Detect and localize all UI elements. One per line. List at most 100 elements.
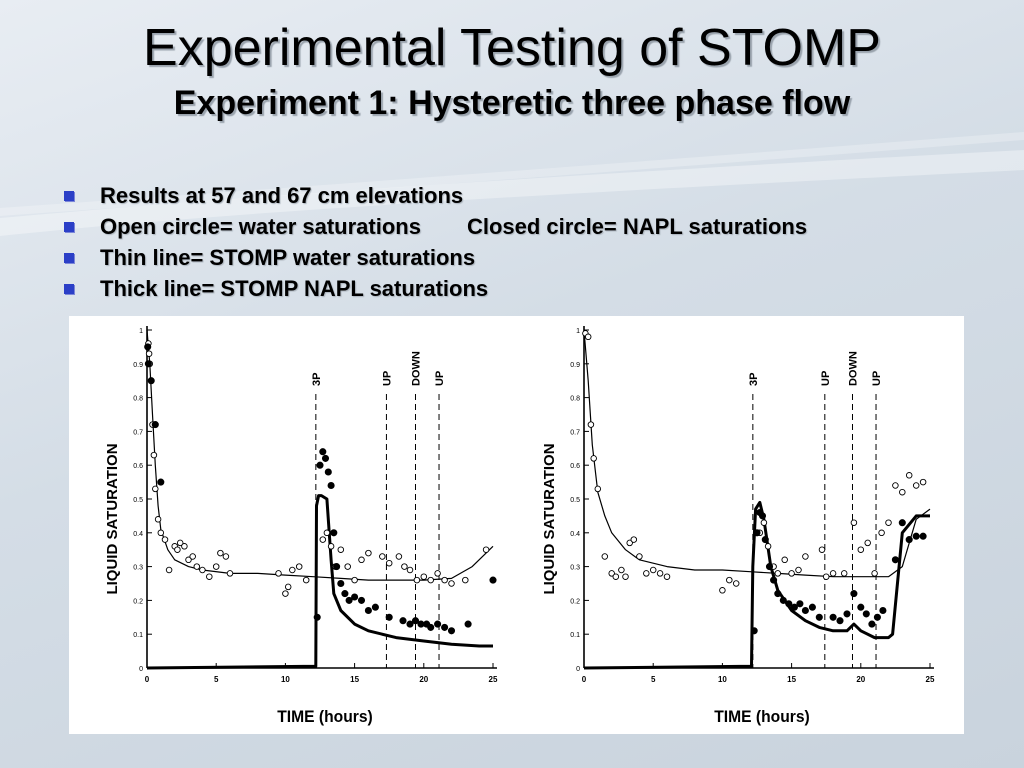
water-data-point [413, 576, 421, 584]
y-tick-label: 0.7 [133, 429, 143, 436]
water-data-point [217, 549, 224, 557]
napl-data-point [790, 603, 798, 611]
napl-data-point [919, 532, 927, 540]
napl-data-point [324, 468, 332, 476]
water-data-point [871, 570, 878, 577]
napl-data-point [406, 620, 414, 628]
water-data-point [222, 553, 230, 560]
bullet-text: Open circle= water saturations [100, 214, 421, 239]
napl-data-point [427, 623, 435, 631]
napl-data-point [796, 600, 804, 608]
water-data-point [878, 529, 885, 537]
napl-data-point [441, 623, 449, 631]
slide-subtitle: Experiment 1: Hysteretic three phase flo… [173, 84, 851, 122]
water-data-point [275, 570, 282, 577]
x-axis-label: TIME (hours) [277, 707, 373, 726]
water-data-point [802, 553, 809, 560]
napl-data-point [464, 620, 472, 628]
water-data-point [282, 590, 289, 597]
water-data-point [618, 566, 625, 574]
napl-data-point [829, 613, 837, 621]
water-data-point [365, 549, 372, 557]
water-data-point [636, 553, 643, 560]
water-data-point [663, 573, 671, 580]
water-data-point [145, 350, 153, 357]
y-tick-label: 0.3 [133, 565, 143, 572]
water-data-point [379, 553, 386, 560]
napl-data-point [157, 478, 165, 486]
water-data-point [385, 559, 393, 567]
water-data-point [176, 539, 184, 547]
water-data-point [337, 546, 345, 553]
napl-data-point [868, 620, 876, 628]
figure-panel: 0 0.1 0.2 0.3 0.4 0.5 0.6 0.7 0.8 0.9 1 0 5 10 15 20 25 L… [69, 316, 964, 734]
napl-data-point [862, 610, 870, 618]
water-data-point [212, 563, 220, 570]
water-data-point [899, 488, 906, 496]
napl-data-point [327, 481, 335, 490]
water-data-point [590, 455, 597, 462]
napl-model-line [146, 494, 493, 670]
water-data-point [818, 546, 826, 553]
water-data-point [344, 563, 351, 570]
water-data-point [885, 519, 892, 526]
y-axis-label: LIQUID SATURATION [104, 443, 121, 594]
water-data-point [594, 485, 602, 493]
square-bullet-icon [64, 284, 74, 294]
bullet-text: Results at 57 and 67 cm elevations [100, 183, 464, 208]
x-tick-label: 10 [281, 675, 290, 684]
napl-data-point [345, 596, 353, 604]
water-data-point [295, 563, 303, 570]
bullet-item: Open circle= water saturations Closed cir… [64, 211, 807, 242]
water-data-point [732, 580, 740, 587]
event-label: UP [434, 371, 446, 386]
y-tick-label: 0.5 [570, 497, 580, 504]
napl-data-point [341, 590, 349, 598]
napl-data-point [891, 556, 899, 564]
napl-data-point [836, 617, 844, 625]
water-data-point [622, 573, 629, 580]
event-label: UP [820, 371, 832, 386]
bullet-text: Closed circle= NAPL saturations [466, 214, 808, 239]
x-tick-label: 20 [856, 675, 865, 684]
napl-model-line [583, 500, 930, 670]
water-data-point [788, 570, 795, 577]
napl-data-point [151, 421, 159, 429]
napl-data-point [319, 448, 327, 456]
water-data-point [319, 536, 327, 543]
napl-data-point [761, 536, 769, 544]
bullet-text: Thin line= STOMP water saturations [100, 245, 476, 270]
napl-data-point [337, 579, 345, 588]
water-data-point [764, 543, 772, 550]
x-tick-label: 5 [214, 675, 219, 684]
square-bullet-icon [64, 222, 74, 232]
napl-data-point [411, 617, 420, 625]
event-label: DOWN [410, 351, 422, 386]
event-label: UP [381, 371, 393, 386]
napl-data-point [321, 454, 330, 462]
y-axis-label: LIQUID SATURATION [541, 443, 558, 594]
water-data-point [199, 566, 206, 574]
water-data-point [462, 576, 469, 584]
chart-right: 00.10.20.30.40.50.60.70.80.910 5 10 15 20 25L… [541, 326, 935, 726]
napl-data-point [144, 360, 152, 368]
napl-data-point [898, 519, 906, 527]
water-data-point [157, 529, 165, 537]
napl-data-point [770, 576, 778, 584]
bullet-item: Thin line= STOMP water saturations [64, 242, 807, 273]
water-data-point [608, 570, 615, 577]
y-tick-label: 0.1 [570, 632, 580, 639]
water-data-point [441, 576, 448, 584]
napl-data-point [147, 377, 155, 385]
bullet-list: Results at 57 and 67 cm elevations Open … [64, 180, 807, 304]
water-data-point [857, 546, 865, 553]
napl-data-point [850, 590, 858, 598]
water-data-point [427, 576, 434, 584]
bullet-item: Thick line= STOMP NAPL saturations [64, 273, 807, 304]
y-tick-label: 0.2 [570, 598, 580, 605]
napl-data-point [774, 590, 782, 598]
x-tick-label: 25 [489, 675, 498, 684]
bullet-item: Results at 57 and 67 cm elevations [64, 180, 807, 211]
event-label: 3P [748, 373, 760, 386]
water-data-point [656, 570, 664, 577]
